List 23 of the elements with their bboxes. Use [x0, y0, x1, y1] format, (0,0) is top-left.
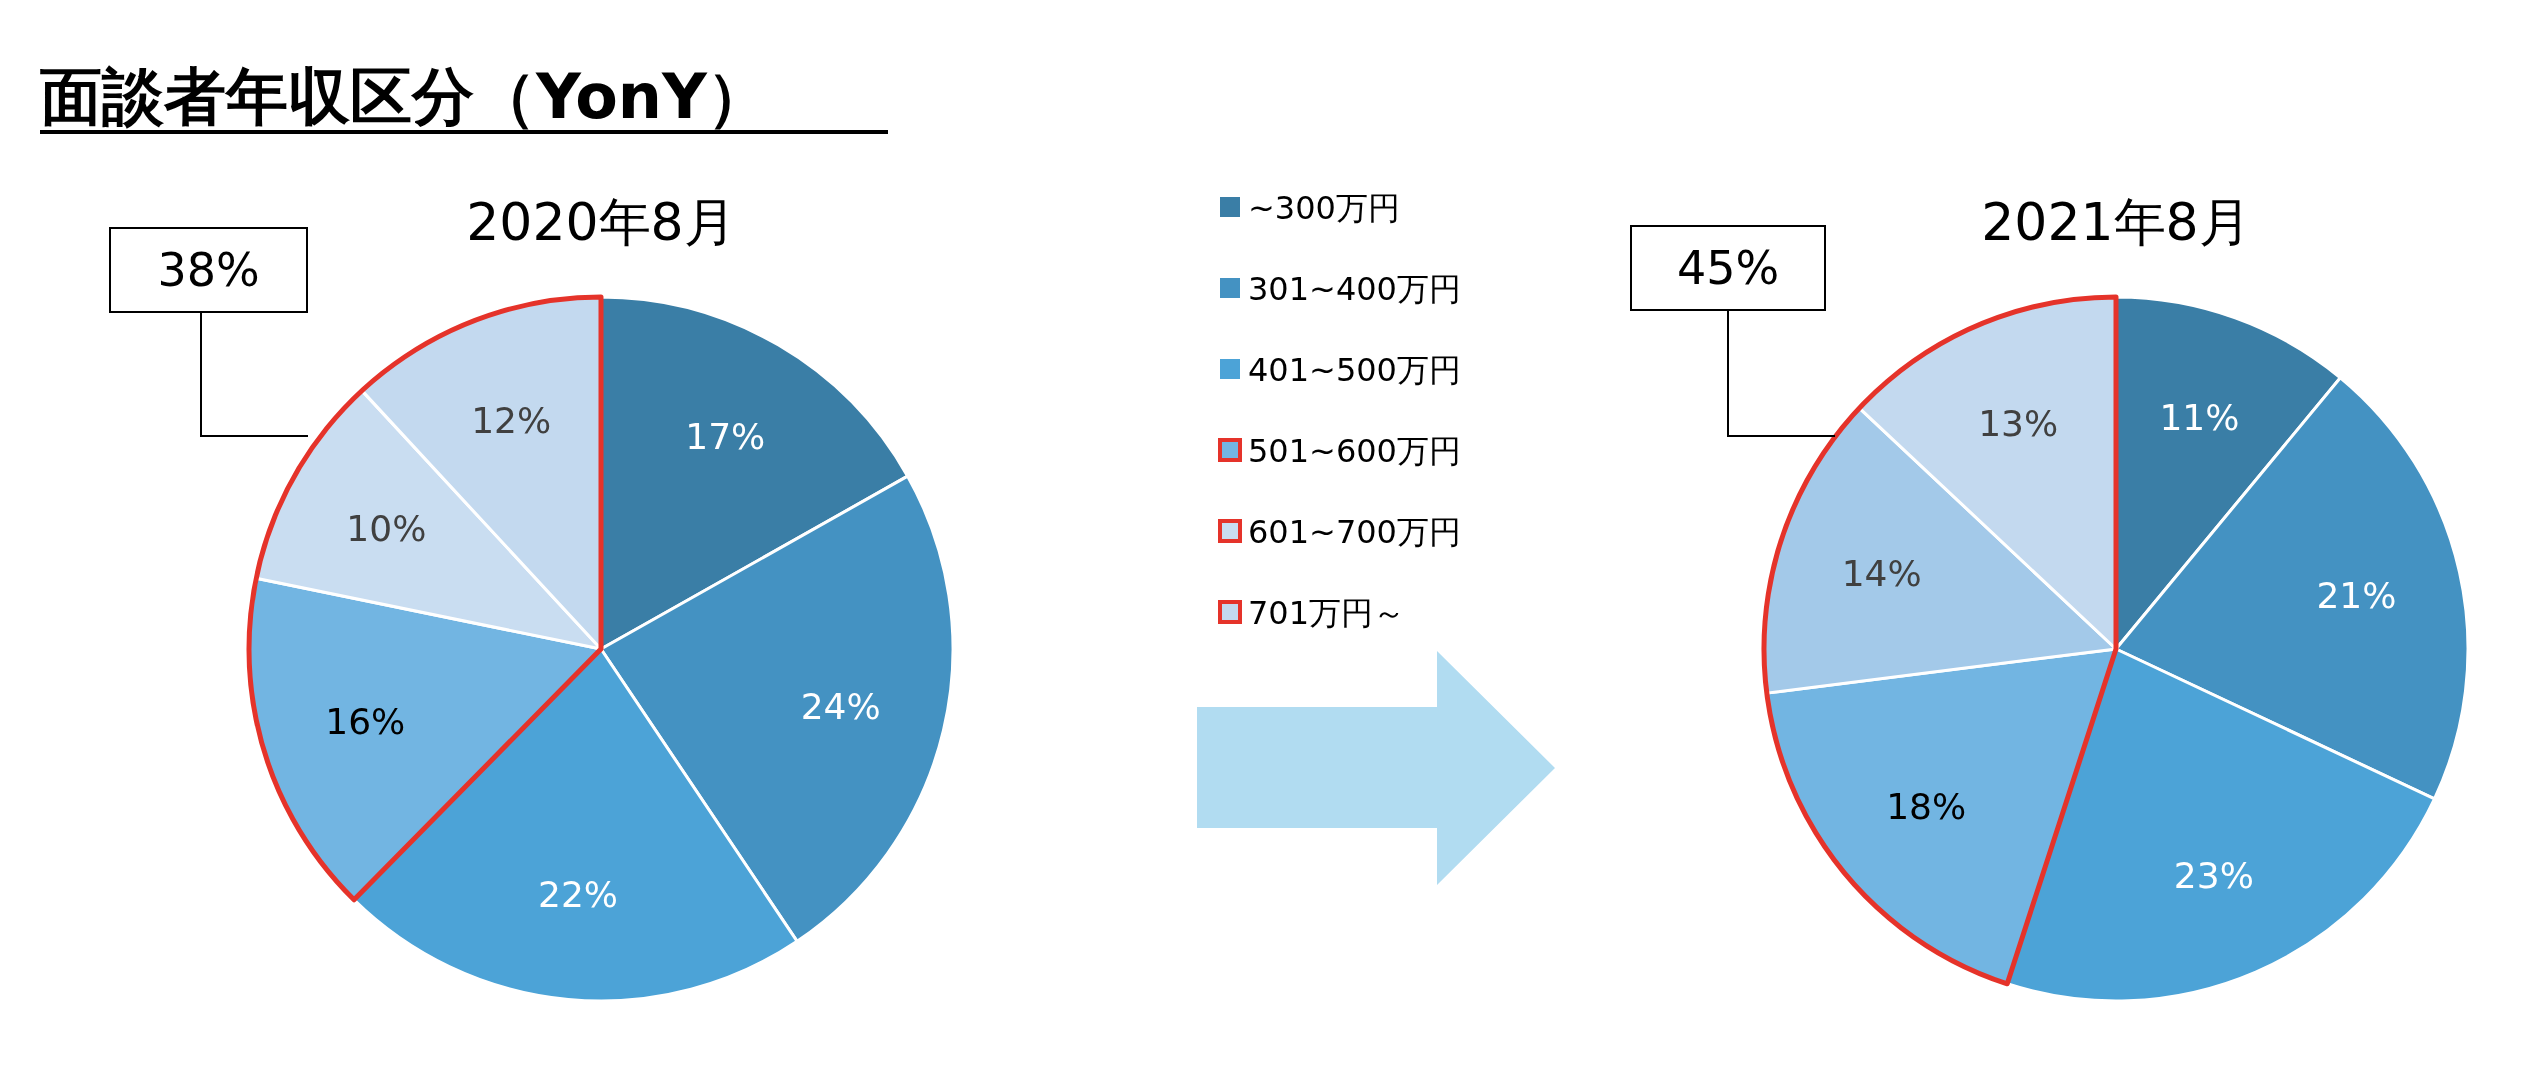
data-label: 23%: [2173, 855, 2254, 897]
legend-label: 601~700万円: [1248, 513, 1461, 551]
data-label: 21%: [2316, 575, 2397, 617]
data-label: 17%: [685, 416, 766, 458]
chart-subtitle: 2021年8月: [1981, 192, 2251, 252]
chart-subtitle: 2020年8月: [466, 192, 736, 252]
text: 38%: [157, 243, 260, 297]
legend-label: 701万円～: [1248, 594, 1406, 632]
legend-label: 501~600万円: [1248, 432, 1461, 470]
data-label: 22%: [538, 874, 619, 916]
data-label: 11%: [2159, 397, 2240, 439]
data-label: 14%: [1841, 552, 1922, 594]
data-label: 16%: [325, 700, 406, 742]
legend-label: ~300万円: [1248, 189, 1400, 227]
legend-label: 401~500万円: [1248, 351, 1461, 389]
data-label: 24%: [800, 685, 881, 727]
data-label: 13%: [1978, 402, 2059, 444]
chart-title: 面談者年収区分（YonY）: [40, 60, 769, 133]
data-label: 18%: [1886, 786, 1967, 828]
data-label: 10%: [346, 508, 427, 550]
text: 45%: [1676, 241, 1780, 295]
data-label: 12%: [471, 399, 552, 441]
legend-label: 301~400万円: [1248, 270, 1461, 308]
